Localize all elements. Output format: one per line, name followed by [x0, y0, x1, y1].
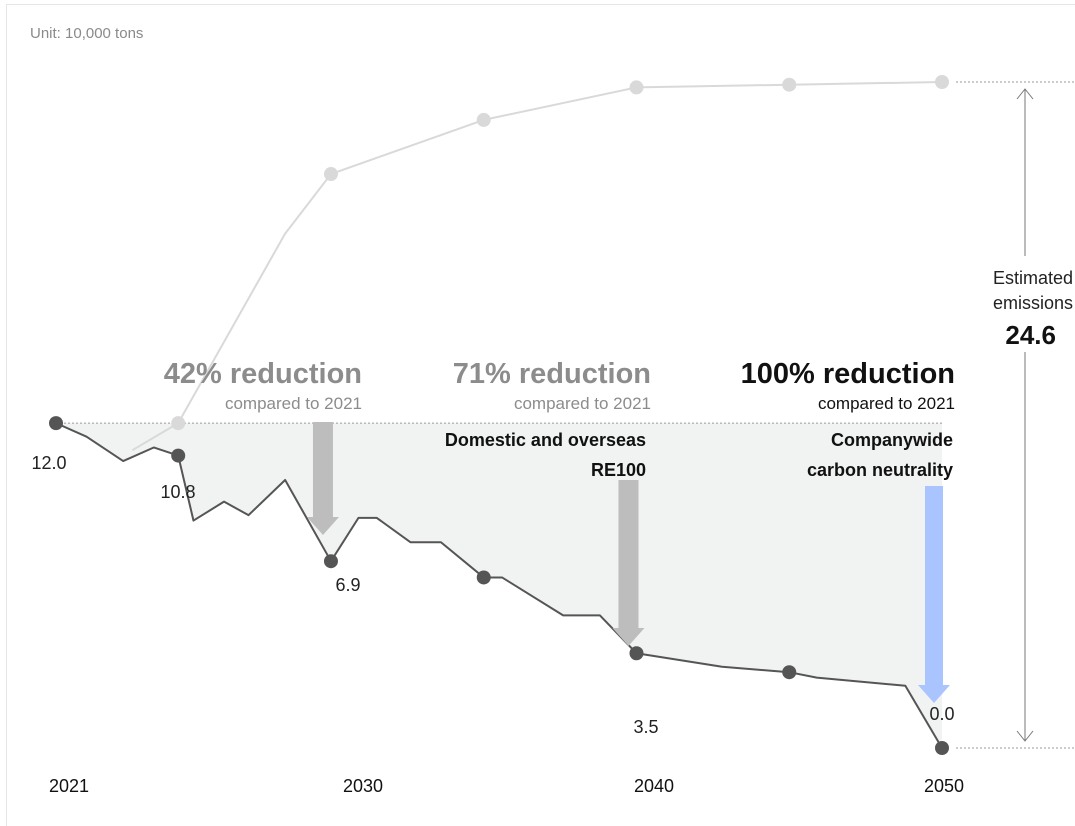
reduction-path-point-2045: [782, 665, 797, 680]
estimated-emissions-point-2045: [782, 77, 797, 92]
milestone-title-2040: 71% reduction: [453, 358, 651, 390]
estimated-emissions-point-2040: [629, 80, 644, 95]
reduction-arrow-2040: [612, 480, 645, 646]
estimate-label-1: emissions: [993, 293, 1073, 313]
reduction-path-point-2050: [935, 741, 949, 755]
milestone-note-2040-0: Domestic and overseas: [445, 430, 646, 450]
reduction-arrow-2030: [306, 422, 339, 535]
reduction-path-point-2025: [171, 448, 186, 463]
estimated-emissions-point-2035: [476, 112, 491, 127]
data-label-2050: 0.0: [929, 704, 954, 724]
estimated-emissions-point-2025: [171, 416, 186, 431]
milestone-note-2050-0: Companywide: [831, 430, 953, 450]
x-tick-2050: 2050: [924, 776, 964, 796]
x-tick-2040: 2040: [634, 776, 674, 796]
milestone-title-2030: 42% reduction: [164, 358, 362, 390]
estimate-value: 24.6: [1005, 320, 1056, 350]
reduction-path-point-2030: [323, 554, 338, 569]
estimate-arrowhead-bottom: [1016, 730, 1034, 742]
data-label-2025: 10.8: [160, 482, 195, 502]
reduction-arrow-2050: [918, 486, 950, 703]
milestone-subtitle-2050: compared to 2021: [818, 394, 955, 413]
milestone-subtitle-2040: compared to 2021: [514, 394, 651, 413]
milestone-subtitle-2030: compared to 2021: [225, 394, 362, 413]
data-label-2021: 12.0: [31, 453, 66, 473]
unit-label: Unit: 10,000 tons: [30, 25, 143, 42]
reduction-path-point-2021: [49, 416, 63, 431]
x-tick-2030: 2030: [343, 776, 383, 796]
reduction-path-point-2040: [629, 646, 644, 661]
data-label-2040: 3.5: [633, 717, 658, 737]
reduction-area: [56, 423, 942, 748]
data-label-2030: 6.9: [335, 575, 360, 595]
estimated-emissions-line: [131, 81, 943, 452]
milestone-note-2040-1: RE100: [591, 460, 646, 480]
estimate-arrowhead-top: [1016, 88, 1034, 100]
reduction-path-point-2035: [476, 570, 491, 585]
estimate-label-0: Estimated: [993, 268, 1073, 288]
milestone-note-2050-1: carbon neutrality: [807, 460, 953, 480]
estimated-emissions-point-2050: [935, 75, 949, 89]
milestone-title-2050: 100% reduction: [741, 358, 955, 390]
estimated-emissions-point-2030: [323, 167, 338, 182]
x-tick-2021: 2021: [49, 776, 89, 796]
chart-frame: [6, 4, 1075, 826]
